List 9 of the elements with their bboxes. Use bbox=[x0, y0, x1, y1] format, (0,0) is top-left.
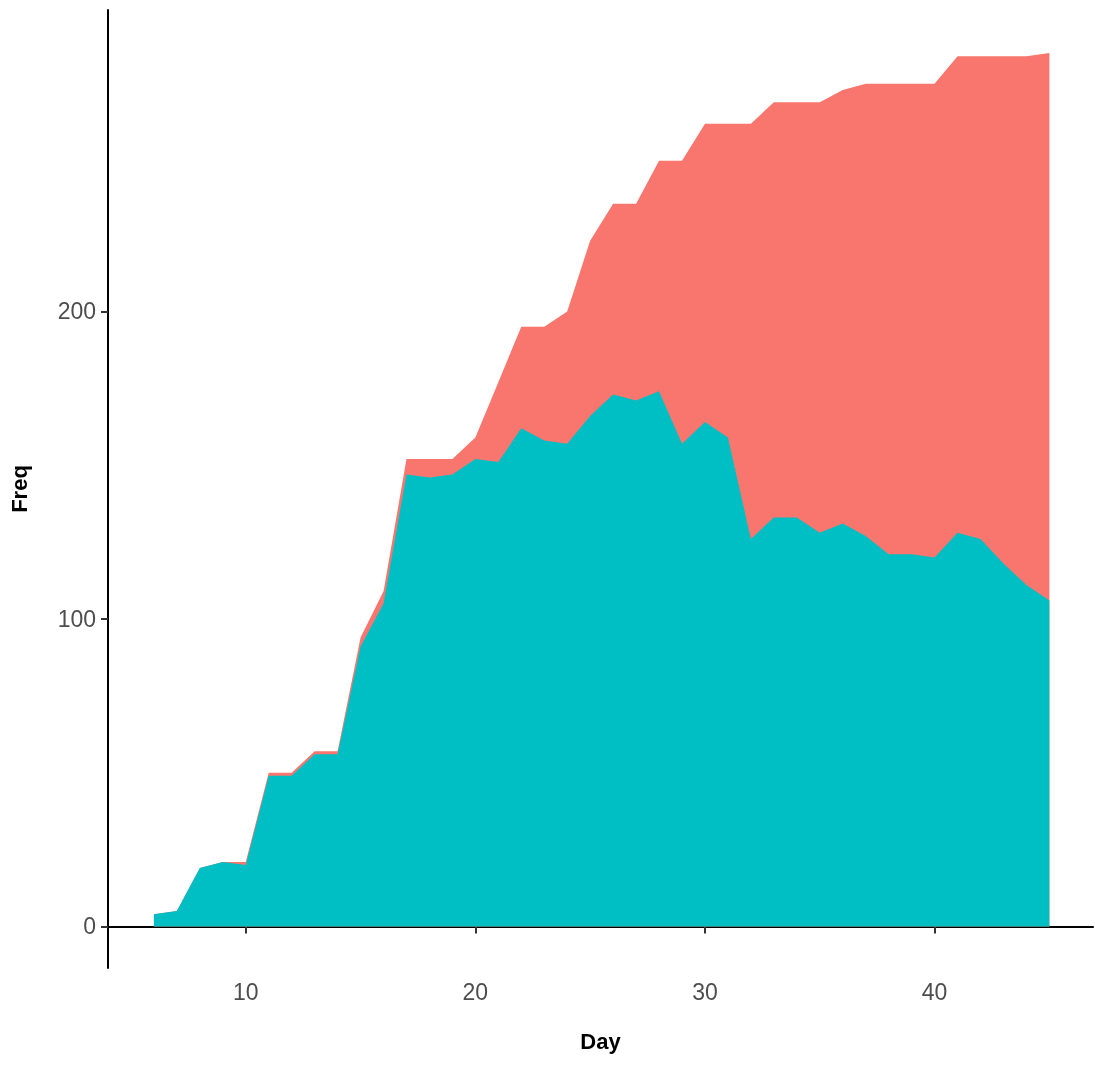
y-tick-label: 0 bbox=[83, 913, 96, 940]
y-axis-title: Freq bbox=[6, 465, 32, 513]
x-tick-label: 20 bbox=[462, 978, 489, 1005]
x-tick-label: 30 bbox=[692, 978, 718, 1005]
y-tick-label: 100 bbox=[57, 605, 96, 632]
y-tick-label: 200 bbox=[57, 298, 96, 325]
x-tick-label: 10 bbox=[232, 978, 259, 1005]
x-tick-label: 40 bbox=[921, 978, 948, 1005]
x-axis-title: Day bbox=[580, 1028, 622, 1054]
